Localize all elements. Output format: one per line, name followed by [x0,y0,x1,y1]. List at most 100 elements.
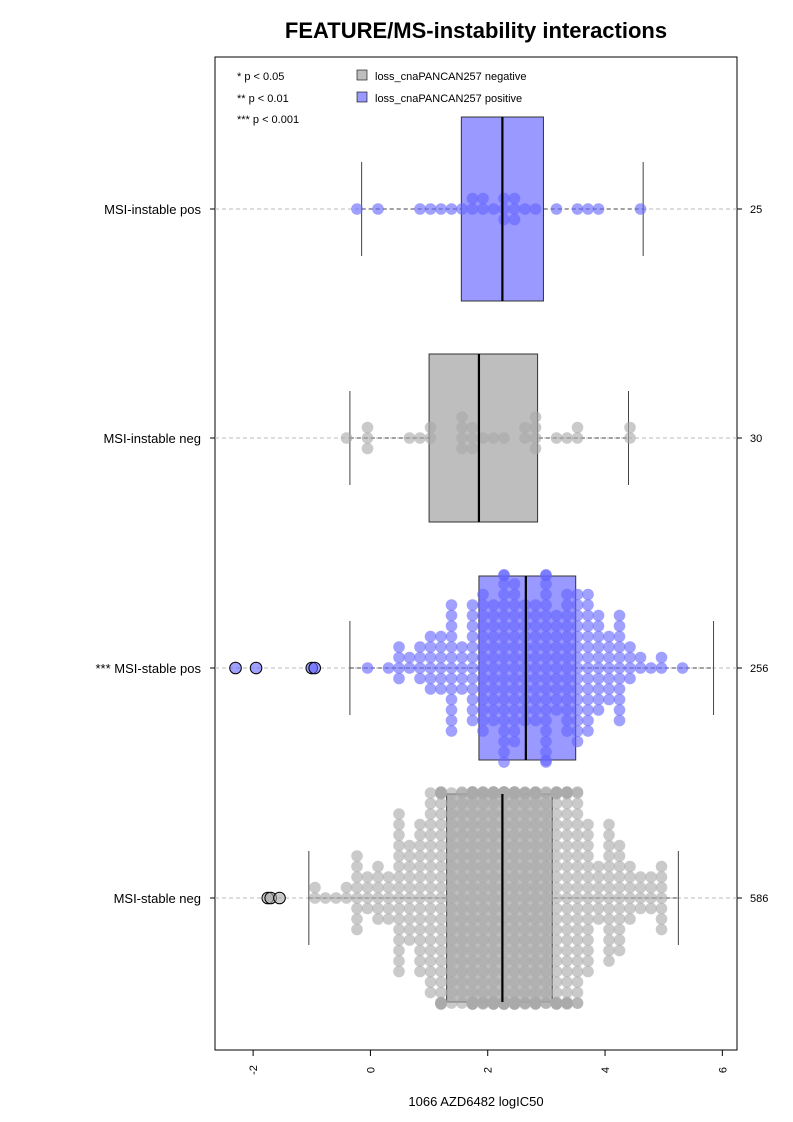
data-point [582,881,594,894]
data-point [519,860,531,873]
data-point [529,829,542,841]
data-point [435,923,447,936]
data-point [624,662,636,674]
data-point [519,986,531,999]
data-point [435,860,447,873]
data-point [498,818,510,831]
data-point [466,996,479,1009]
data-point [477,881,489,894]
data-point [529,787,542,799]
data-point [466,986,479,999]
data-point [540,693,552,706]
data-point [540,860,552,873]
data-point [445,787,458,799]
data-point [487,609,500,622]
data-point [582,714,594,727]
data-point [508,609,521,622]
x-tick-label: 0 [365,1067,377,1073]
data-point [414,641,426,653]
data-point [582,609,594,622]
data-point [571,850,584,862]
data-point [529,818,542,831]
data-point [435,913,447,925]
data-point [634,902,647,915]
data-point [487,923,500,936]
data-point [561,609,573,622]
data-point [603,829,615,841]
data-point [498,923,510,936]
data-point [477,588,489,601]
data-point [571,860,584,873]
data-point [498,902,510,915]
data-point [351,902,363,915]
data-point [603,944,615,957]
group-count: 256 [750,663,768,675]
data-point [498,704,510,716]
data-point [424,976,437,988]
group-label: MSI-stable neg [114,891,201,906]
data-point [487,704,500,716]
data-point [571,786,584,798]
data-point [550,965,563,978]
data-point [550,986,563,999]
data-point [550,839,563,852]
data-point [592,203,605,215]
outlier-point [308,661,322,675]
data-point [540,923,552,936]
data-point [456,683,468,695]
data-point [477,996,489,1009]
data-point [592,609,605,622]
data-point [550,808,563,820]
data-point [624,881,636,894]
data-point [540,672,552,685]
data-point [529,421,542,434]
data-point [393,923,405,936]
data-point [498,725,510,737]
data-point [571,797,584,810]
data-point [498,714,510,727]
data-point [561,934,573,946]
data-point [571,808,584,820]
data-point [508,213,521,226]
data-point [592,881,605,894]
data-point [655,913,668,925]
data-point [445,808,458,820]
group-count: 30 [750,433,762,445]
data-point [435,850,447,862]
data-point [487,934,500,946]
data-point [540,735,552,748]
data-point [498,892,510,904]
data-point [435,641,447,653]
data-point [550,651,563,664]
data-point [561,997,573,1009]
data-point [550,913,563,925]
data-point [424,432,437,444]
data-point [498,829,510,841]
data-point [592,630,605,643]
data-point [477,808,489,820]
data-point [540,965,552,978]
data-point [424,881,437,894]
data-point [498,881,510,894]
data-point [498,662,510,674]
significance-legend-2: ** p < 0.01 [237,93,289,105]
data-point [435,829,447,841]
data-point [540,662,552,674]
data-point [393,641,405,653]
data-point [508,850,521,862]
data-point [603,641,615,653]
data-point [508,797,521,810]
data-point [445,839,458,852]
data-point [508,829,521,841]
data-point [435,630,447,643]
data-point [372,203,384,215]
data-point [445,714,458,727]
data-point [561,641,573,653]
data-point [466,432,479,444]
data-point [561,850,573,862]
data-point [508,630,521,643]
data-point [498,672,510,685]
data-point [624,860,636,873]
data-point [456,421,468,434]
data-point [487,902,500,915]
